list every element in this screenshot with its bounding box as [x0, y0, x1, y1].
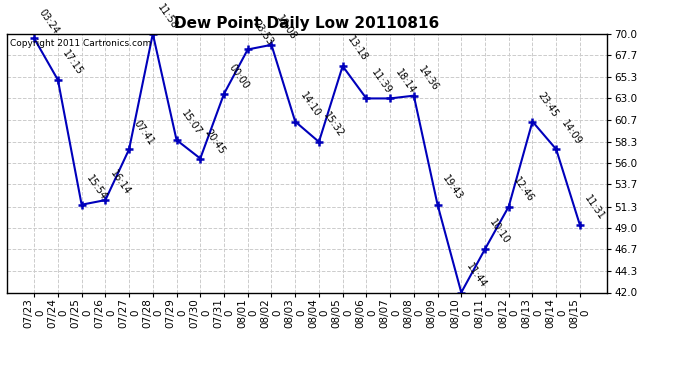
Text: 03:24: 03:24 — [37, 7, 61, 36]
Text: 14:10: 14:10 — [298, 90, 322, 119]
Text: 14:09: 14:09 — [559, 118, 583, 147]
Text: 15:07: 15:07 — [179, 109, 204, 137]
Text: 14:36: 14:36 — [417, 64, 441, 93]
Text: 10:10: 10:10 — [488, 218, 512, 246]
Text: 12:46: 12:46 — [511, 175, 535, 204]
Text: 23:45: 23:45 — [535, 90, 560, 119]
Text: 11:31: 11:31 — [582, 194, 607, 222]
Text: 00:00: 00:00 — [227, 63, 251, 91]
Text: 07:41: 07:41 — [132, 118, 156, 147]
Text: 17:15: 17:15 — [61, 48, 85, 77]
Text: Copyright 2011 Cartronics.com: Copyright 2011 Cartronics.com — [10, 39, 151, 48]
Text: 23:53: 23:53 — [250, 18, 275, 46]
Text: 20:45: 20:45 — [203, 127, 227, 156]
Text: 11:44: 11:44 — [464, 261, 488, 290]
Text: 13:18: 13:18 — [346, 35, 370, 63]
Text: 18:14: 18:14 — [393, 67, 417, 96]
Text: 19:43: 19:43 — [440, 174, 464, 202]
Text: 15:32: 15:32 — [322, 110, 346, 139]
Text: 19:08: 19:08 — [274, 13, 298, 42]
Text: 16:14: 16:14 — [108, 169, 132, 197]
Text: 15:54: 15:54 — [84, 173, 108, 202]
Text: 11:58: 11:58 — [156, 2, 180, 31]
Title: Dew Point Daily Low 20110816: Dew Point Daily Low 20110816 — [175, 16, 440, 31]
Text: 11:39: 11:39 — [369, 67, 393, 96]
